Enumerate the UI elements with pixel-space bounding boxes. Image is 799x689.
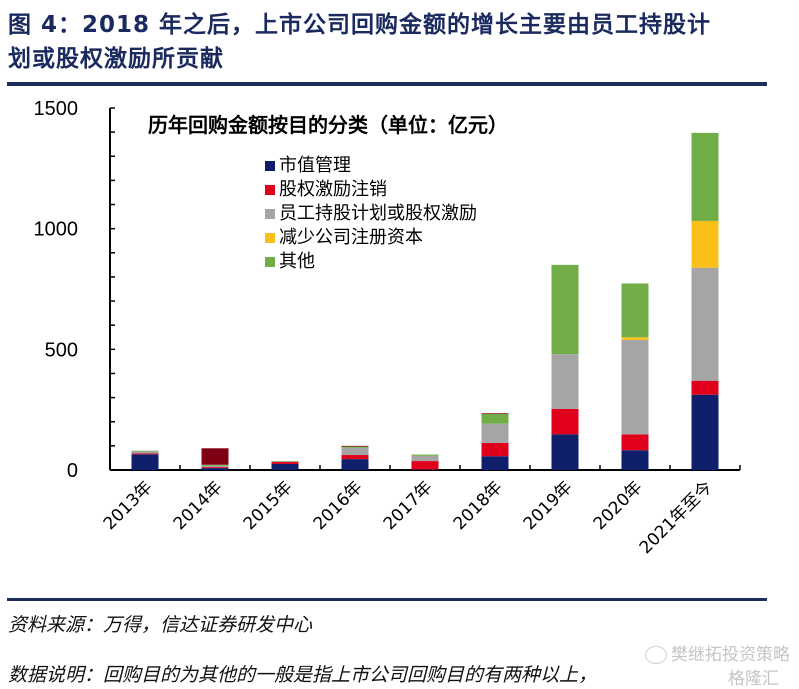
x-tick-label: 2013年 <box>100 477 157 534</box>
bar-segment <box>621 337 649 340</box>
bar-segment <box>201 467 229 469</box>
bar-segment <box>481 456 509 470</box>
legend-label: 减少公司注册资本 <box>279 227 423 248</box>
bar-segment <box>621 434 649 451</box>
x-tick-label: 2019年 <box>520 477 577 534</box>
title-divider <box>7 82 767 86</box>
figure-title: 图 4：2018 年之后，上市公司回购金额的增长主要由员工持股计 划或股权激励所… <box>8 8 793 76</box>
legend-label: 员工持股计划或股权激励 <box>279 203 477 224</box>
bar-segment <box>201 448 229 465</box>
bar-segment <box>271 462 299 464</box>
bar-segment <box>271 461 299 462</box>
legend-swatch <box>265 233 275 243</box>
bar-segment <box>131 450 159 452</box>
bar-segment <box>621 339 649 435</box>
y-tick-label: 0 <box>67 460 78 482</box>
legend-label: 股权激励注销 <box>279 179 387 200</box>
bar-segment <box>481 423 509 443</box>
x-tick-label: 2020年 <box>590 477 647 534</box>
x-tick-label: 2016年 <box>310 477 367 534</box>
bar-segment <box>271 461 299 463</box>
bar-segment <box>551 354 579 409</box>
bar-segment <box>551 408 579 435</box>
watermark-text-2: 格隆汇 <box>728 669 779 689</box>
bar-segment <box>691 267 719 381</box>
wechat-icon <box>645 646 667 664</box>
watermark-text-1: 樊继拓投资策略 <box>671 645 790 665</box>
bar-segment <box>621 283 649 338</box>
bar-segment <box>411 461 439 470</box>
legend-swatch <box>265 209 275 219</box>
bar-segment <box>411 455 439 462</box>
legend-swatch <box>265 185 275 195</box>
bar-segment <box>341 455 369 460</box>
bar-segment <box>691 394 719 470</box>
x-tick-label: 2017年 <box>380 477 437 534</box>
bar-segment <box>551 434 579 470</box>
bar-segment <box>691 380 719 395</box>
bar-segment <box>201 465 229 468</box>
figure-title-line-2: 划或股权激励所贡献 <box>8 46 224 72</box>
bar-segment <box>481 414 509 424</box>
y-tick-label: 1000 <box>34 219 79 241</box>
y-tick-label: 1500 <box>34 98 79 120</box>
bar-segment <box>691 132 719 221</box>
bar-segment <box>411 469 439 471</box>
legend-label: 市值管理 <box>279 155 351 176</box>
bar-segment <box>131 453 159 455</box>
bar-segment <box>271 463 299 470</box>
bar-segment <box>341 459 369 470</box>
bar-segment <box>341 446 369 448</box>
bar-segment <box>341 447 369 456</box>
bar-segment <box>481 413 509 415</box>
legend-label: 其他 <box>279 251 315 272</box>
y-axis: 0 500 1000 1500 <box>34 98 115 482</box>
bar-segment <box>341 445 369 447</box>
x-tick-label: 2018年 <box>450 477 507 534</box>
x-axis: 2013年 2014年 2015年 2016年 2017年 2018年 2019年 2020年… <box>100 465 741 558</box>
bar-segment <box>131 451 159 454</box>
bar-segment <box>131 454 159 470</box>
x-tick-label: 2021年至今 <box>636 477 717 558</box>
bar-segment <box>201 464 229 466</box>
y-tick-label: 500 <box>45 339 78 361</box>
data-note-text: 数据说明：回购目的为其他的一般是指上市公司回购目的有两种以上， <box>8 664 598 686</box>
bars <box>131 132 719 471</box>
figure-title-line-1: 图 4：2018 年之后，上市公司回购金额的增长主要由员工持股计 <box>8 12 712 38</box>
source-text: 资料来源：万得，信达证券研发中心 <box>8 614 313 636</box>
bar-segment <box>551 264 579 355</box>
watermark-wechat: 樊继拓投资策略 <box>645 640 790 665</box>
bar-segment <box>481 442 509 457</box>
bar-segment <box>201 468 229 470</box>
chart-title: 历年回购金额按目的分类（单位：亿元） <box>148 113 508 137</box>
legend-swatch <box>265 257 275 267</box>
watermark-gelonghui: 格隆汇 <box>728 664 779 689</box>
bar-segment <box>691 220 719 268</box>
bar-segment <box>621 450 649 470</box>
legend-swatch <box>265 161 275 171</box>
footer-divider <box>7 598 767 601</box>
x-tick-label: 2014年 <box>170 477 227 534</box>
bar-segment <box>411 454 439 456</box>
x-tick-label: 2015年 <box>240 477 297 534</box>
